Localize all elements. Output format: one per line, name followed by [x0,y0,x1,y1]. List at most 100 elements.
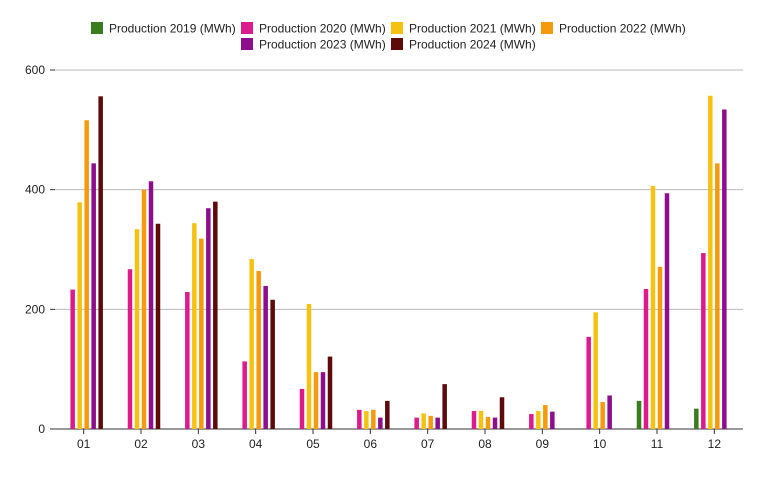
bar[interactable] [84,120,89,429]
bar[interactable] [249,259,254,429]
x-tick-label: 04 [249,437,263,451]
bar[interactable] [306,303,312,429]
bar[interactable] [127,269,133,429]
bar[interactable] [492,417,498,429]
bar[interactable] [213,201,218,429]
bar[interactable] [428,415,433,429]
bar[interactable] [414,417,419,429]
y-tick-label: 200 [25,302,45,316]
bar[interactable] [421,413,426,429]
legend-item[interactable]: Production 2019 (MWh) [91,22,236,36]
bar[interactable] [435,417,440,429]
x-tick-label: 08 [478,437,492,451]
bar[interactable] [192,223,197,429]
legend-item[interactable]: Production 2022 (MWh) [541,22,686,36]
legend-item[interactable]: Production 2020 (MWh) [241,22,386,36]
bar[interactable] [320,372,326,429]
x-tick-label: 12 [708,437,722,451]
bar-group [242,259,275,429]
bar[interactable] [478,411,484,429]
bar[interactable] [263,285,268,429]
bar[interactable] [364,411,369,429]
legend-label: Production 2021 (MWh) [409,22,536,36]
legend-label: Production 2019 (MWh) [109,22,236,36]
bar[interactable] [185,291,190,429]
bar[interactable] [657,266,663,429]
x-tick-label: 01 [77,437,91,451]
bar[interactable] [77,202,82,429]
bar[interactable] [485,417,491,429]
bar[interactable] [199,238,204,429]
x-tick-label: 10 [593,437,607,451]
bar[interactable] [299,388,305,429]
legend-swatch [91,22,103,34]
legend-label: Production 2024 (MWh) [409,38,536,52]
bar[interactable] [607,395,612,429]
bar[interactable] [586,336,591,429]
bar-group [694,95,727,430]
bar[interactable] [715,163,720,429]
bar[interactable] [371,409,376,429]
bar[interactable] [694,408,699,429]
x-tick-label: 02 [134,437,148,451]
bar[interactable] [600,402,605,429]
bar[interactable] [91,163,96,429]
x-tick-label: 06 [364,437,378,451]
bar[interactable] [664,193,670,429]
bar[interactable] [313,372,319,429]
bar[interactable] [242,361,247,429]
legend-item[interactable]: Production 2023 (MWh) [241,38,386,52]
bar[interactable] [206,208,211,429]
legend-item[interactable]: Production 2021 (MWh) [391,22,536,36]
bar[interactable] [550,411,555,429]
legend-swatch [241,22,253,34]
legend: Production 2019 (MWh) Production 2020 (MW… [91,22,686,52]
legend-swatch [391,22,403,34]
bar[interactable] [536,411,541,429]
bar[interactable] [643,288,649,429]
bar[interactable] [141,189,147,429]
bar[interactable] [378,417,383,429]
bar[interactable] [357,409,362,429]
x-tick-label: 07 [421,437,435,451]
bar-group [414,384,447,429]
bar[interactable] [327,356,333,429]
bar[interactable] [636,400,642,429]
bar[interactable] [701,253,706,429]
bars [70,95,727,430]
bar[interactable] [722,109,727,430]
x-tick-label: 05 [306,437,320,451]
legend-item[interactable]: Production 2024 (MWh) [391,38,536,52]
x-tick-label: 09 [536,437,550,451]
y-axis: 0 200 400 600 [25,63,55,436]
bar-group [70,96,103,430]
bar[interactable] [442,384,447,429]
bar[interactable] [270,299,275,429]
bar[interactable] [98,96,103,430]
bar[interactable] [708,95,713,429]
bar[interactable] [155,223,161,429]
bar-group [299,303,333,429]
bar-group [636,186,670,429]
bar[interactable] [148,181,154,429]
bar[interactable] [134,229,140,429]
bar-group [357,400,390,429]
bar[interactable] [650,186,656,429]
legend-label: Production 2023 (MWh) [259,38,386,52]
legend-label: Production 2020 (MWh) [259,22,386,36]
bar[interactable] [543,405,548,429]
bar-group [127,181,161,429]
bar[interactable] [471,411,477,429]
bar[interactable] [499,397,505,429]
bar-group [529,405,555,429]
bar[interactable] [593,312,598,429]
bar[interactable] [256,271,261,429]
x-tick-label: 11 [651,437,664,451]
bar[interactable] [385,400,390,429]
grid-lines [55,69,743,430]
bar-group [185,201,218,429]
bar[interactable] [529,414,534,429]
bar[interactable] [70,289,75,429]
